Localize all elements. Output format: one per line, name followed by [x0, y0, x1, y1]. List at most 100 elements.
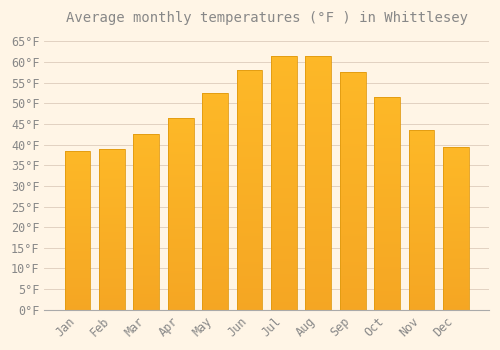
Bar [306, 125, 331, 127]
Bar [271, 213, 297, 216]
Bar [443, 230, 468, 231]
Bar [374, 180, 400, 182]
Bar [168, 148, 194, 150]
Bar [306, 287, 331, 289]
Bar [306, 279, 331, 282]
Bar [236, 212, 262, 214]
Bar [202, 195, 228, 197]
Bar [202, 271, 228, 273]
Bar [374, 131, 400, 133]
Bar [64, 265, 90, 267]
Bar [202, 225, 228, 228]
Bar [374, 212, 400, 214]
Bar [64, 187, 90, 189]
Bar [408, 268, 434, 270]
Bar [134, 241, 159, 243]
Bar [340, 255, 365, 258]
Bar [306, 79, 331, 81]
Bar [202, 286, 228, 288]
Bar [99, 149, 125, 310]
Bar [374, 184, 400, 187]
Bar [64, 173, 90, 175]
Bar [408, 272, 434, 274]
Bar [236, 118, 262, 121]
Bar [340, 227, 365, 229]
Bar [306, 84, 331, 86]
Bar [236, 262, 262, 264]
Bar [271, 304, 297, 307]
Bar [271, 241, 297, 244]
Bar [340, 165, 365, 167]
Bar [306, 216, 331, 218]
Bar [340, 217, 365, 219]
Bar [134, 145, 159, 147]
Bar [168, 193, 194, 195]
Bar [99, 207, 125, 208]
Bar [236, 195, 262, 197]
Bar [443, 218, 468, 220]
Bar [99, 215, 125, 216]
Bar [64, 156, 90, 157]
Bar [271, 233, 297, 236]
Bar [408, 172, 434, 173]
Bar [408, 166, 434, 168]
Bar [443, 205, 468, 207]
Bar [134, 264, 159, 266]
Bar [168, 158, 194, 160]
Bar [202, 167, 228, 169]
Bar [374, 172, 400, 174]
Bar [64, 307, 90, 308]
Bar [168, 216, 194, 218]
Bar [340, 203, 365, 205]
Bar [202, 110, 228, 113]
Bar [374, 135, 400, 138]
Bar [168, 231, 194, 233]
Bar [236, 288, 262, 290]
Bar [443, 267, 468, 269]
Bar [134, 294, 159, 296]
Bar [64, 295, 90, 297]
Bar [134, 141, 159, 143]
Bar [64, 267, 90, 268]
Bar [306, 135, 331, 137]
Bar [99, 292, 125, 294]
Bar [99, 181, 125, 183]
Bar [64, 176, 90, 178]
Bar [236, 183, 262, 185]
Bar [134, 284, 159, 285]
Bar [99, 276, 125, 278]
Bar [408, 218, 434, 220]
Bar [408, 263, 434, 265]
Bar [443, 259, 468, 261]
Bar [340, 250, 365, 253]
Bar [271, 117, 297, 119]
Bar [340, 72, 365, 75]
Bar [443, 215, 468, 217]
Bar [306, 272, 331, 274]
Bar [408, 240, 434, 242]
Bar [236, 199, 262, 202]
Bar [306, 155, 331, 158]
Bar [443, 266, 468, 267]
Bar [443, 212, 468, 214]
Bar [306, 229, 331, 231]
Bar [340, 84, 365, 87]
Bar [99, 165, 125, 167]
Bar [202, 258, 228, 260]
Bar [168, 143, 194, 145]
Bar [306, 241, 331, 244]
Bar [408, 229, 434, 231]
Bar [271, 155, 297, 158]
Bar [443, 189, 468, 191]
Bar [443, 161, 468, 163]
Bar [64, 224, 90, 225]
Bar [236, 176, 262, 178]
Bar [134, 168, 159, 169]
Bar [306, 257, 331, 259]
Bar [64, 172, 90, 173]
Bar [202, 290, 228, 292]
Bar [340, 139, 365, 141]
Bar [134, 155, 159, 157]
Bar [99, 286, 125, 287]
Bar [443, 295, 468, 297]
